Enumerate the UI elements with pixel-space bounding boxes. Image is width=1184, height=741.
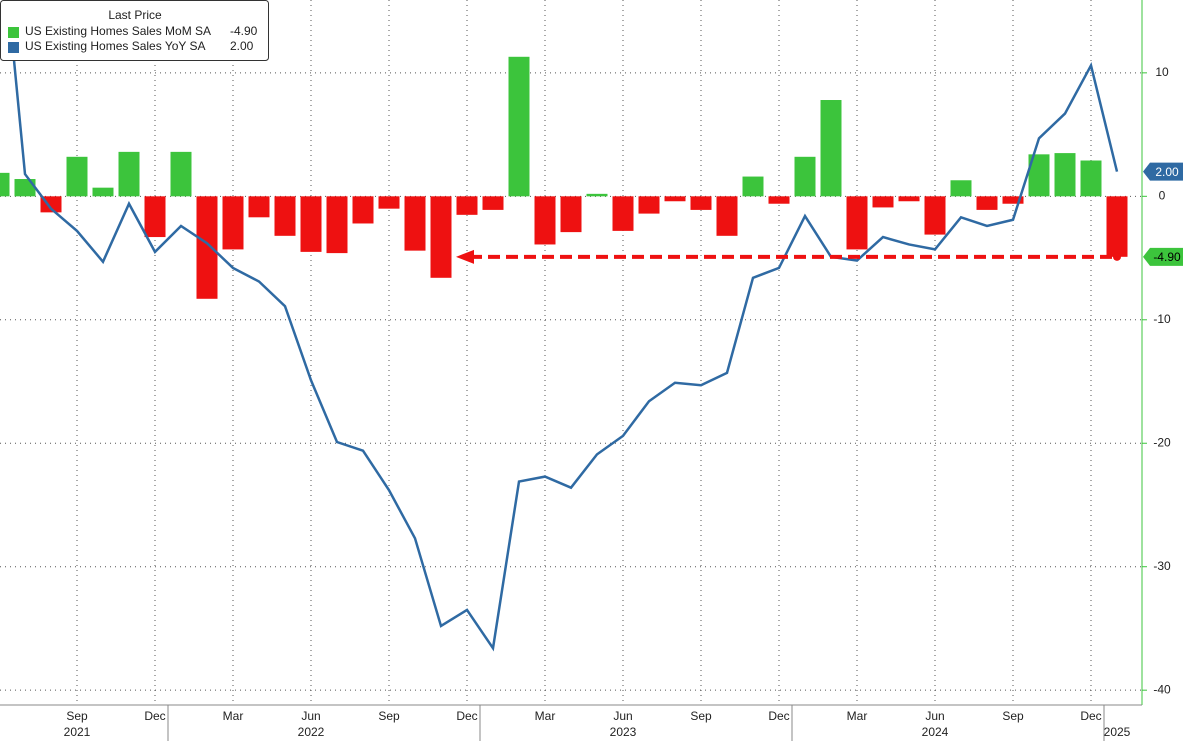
- x-tick-label: Sep: [690, 709, 712, 723]
- bar: [820, 100, 842, 197]
- bar: [638, 196, 660, 214]
- bar: [378, 196, 400, 209]
- bar: [1028, 154, 1050, 197]
- bar: [1080, 160, 1102, 197]
- last-price-box: [1143, 247, 1183, 266]
- bar: [794, 156, 816, 197]
- bar: [274, 196, 296, 236]
- x-tick-label: Mar: [535, 709, 556, 723]
- legend-label: US Existing Homes Sales YoY SA: [25, 39, 206, 53]
- bar: [924, 196, 946, 235]
- x-tick-label: Jun: [925, 709, 944, 723]
- bar: [716, 196, 738, 236]
- x-tick-label: Jun: [613, 709, 632, 723]
- legend-label: US Existing Homes Sales MoM SA: [25, 24, 211, 38]
- bar: [222, 196, 244, 250]
- legend-last-price: 2.00: [230, 39, 254, 53]
- bar: [326, 196, 348, 254]
- legend-title: Last Price: [108, 8, 162, 22]
- bar: [0, 172, 10, 197]
- legend: Last Price US Existing Homes Sales MoM S…: [0, 0, 269, 61]
- y-tick-label: -40: [1153, 682, 1171, 696]
- y-tick-label: -10: [1153, 312, 1171, 326]
- x-tick-label: Dec: [456, 709, 477, 723]
- x-tick-label: Mar: [223, 709, 244, 723]
- x-tick-label: Sep: [66, 709, 88, 723]
- y-tick-label: -20: [1153, 435, 1171, 449]
- x-tick-label: Jun: [301, 709, 320, 723]
- y-tick-label: -30: [1153, 559, 1171, 573]
- bar: [586, 193, 608, 197]
- bar: [846, 196, 868, 250]
- bar: [14, 179, 36, 197]
- x-tick-label: Dec: [144, 709, 165, 723]
- year-label: 2022: [298, 725, 325, 739]
- arrow-end: [1113, 252, 1121, 261]
- bar: [170, 151, 192, 197]
- bar: [768, 196, 790, 204]
- bar: [508, 56, 530, 197]
- year-label: 2023: [610, 725, 637, 739]
- y-tick-label: 10: [1155, 65, 1169, 79]
- x-tick-label: Sep: [378, 709, 400, 723]
- year-label: 2024: [922, 725, 949, 739]
- x-tick-label: Sep: [1002, 709, 1024, 723]
- x-tick-label: Mar: [847, 709, 868, 723]
- year-label: 2021: [64, 725, 91, 739]
- arrow-head: [456, 249, 474, 264]
- bar: [144, 196, 166, 238]
- bar: [404, 196, 426, 251]
- bar: [1106, 196, 1128, 257]
- last-price-box: [1143, 162, 1183, 181]
- last-price-label: 2.00: [1155, 165, 1179, 179]
- bar: [898, 196, 920, 202]
- bar: [742, 176, 764, 197]
- bar: [664, 196, 686, 202]
- bar: [430, 196, 452, 278]
- bar: [612, 196, 634, 231]
- y-tick-label: 0: [1159, 188, 1166, 202]
- plot-area: [0, 0, 1128, 652]
- last-price-label: -4.90: [1153, 250, 1181, 264]
- bar: [690, 196, 712, 210]
- legend-swatch: [8, 27, 19, 38]
- bar: [352, 196, 374, 224]
- bar: [1054, 153, 1076, 197]
- bar: [1002, 196, 1024, 204]
- bar: [66, 156, 88, 197]
- bar: [560, 196, 582, 233]
- axes: 10 0 -10 -20 -30 -40 Sep Dec Mar Jun Sep Dec Mar Jun S…: [64, 65, 1171, 741]
- year-label: 2025: [1104, 725, 1131, 739]
- bar: [976, 196, 998, 210]
- bar: [248, 196, 270, 218]
- line: [6, 0, 1119, 652]
- legend-box: [0, 0, 269, 61]
- legend-swatch: [8, 42, 19, 53]
- legend-last-price: -4.90: [230, 24, 258, 38]
- x-tick-label: Dec: [768, 709, 789, 723]
- bar: [534, 196, 556, 245]
- bar: [872, 196, 894, 208]
- bar: [482, 196, 504, 210]
- x-tick-label: Dec: [1080, 709, 1101, 723]
- bar: [300, 196, 322, 252]
- bar: [196, 196, 218, 299]
- bar: [950, 180, 972, 197]
- bar: [118, 151, 140, 197]
- bar: [456, 196, 478, 215]
- bar: [92, 187, 114, 197]
